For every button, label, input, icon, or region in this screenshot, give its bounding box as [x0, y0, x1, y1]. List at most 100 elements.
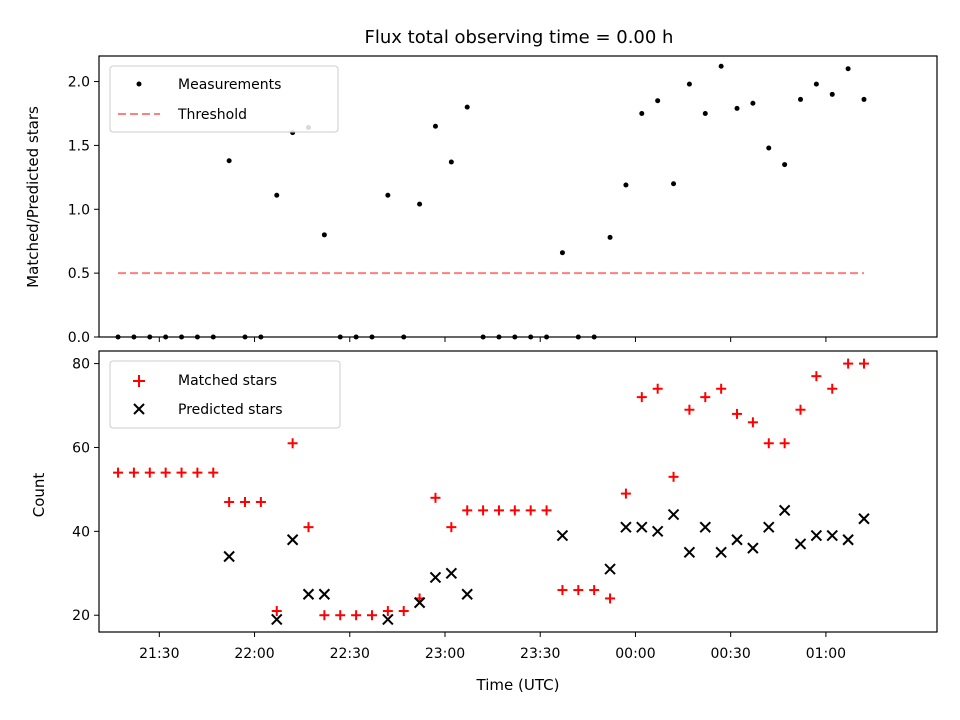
predicted-stars-point: [429, 571, 442, 584]
matched-stars-point: [430, 492, 441, 503]
matched-stars-point: [779, 438, 790, 449]
matched-stars-point: [144, 467, 155, 478]
matched-stars-point: [255, 496, 266, 507]
predicted-stars-point: [683, 546, 696, 559]
chart-title: Flux total observing time = 0.00 h: [365, 27, 674, 48]
matched-stars-point: [668, 471, 679, 482]
y-tick-label: 60: [72, 440, 90, 456]
predicted-stars-point: [620, 521, 632, 533]
measurement-point: [813, 81, 819, 87]
matched-stars-point: [684, 404, 695, 415]
measurement-point: [274, 192, 280, 198]
y-tick-label: 2.0: [68, 75, 90, 91]
legend-measurements-marker: [136, 81, 142, 87]
legend-matched-label: Matched stars: [178, 373, 277, 389]
matched-stars-point: [652, 383, 663, 394]
matched-stars-point: [271, 606, 282, 617]
matched-stars-point: [398, 606, 409, 617]
bottom-plot-area: [113, 358, 870, 626]
matched-stars-point: [732, 408, 743, 419]
matched-stars-point: [493, 505, 504, 516]
measurement-point: [417, 201, 423, 207]
x-axis-label: Time (UTC): [476, 676, 560, 694]
x-tick-label: 22:00: [234, 646, 274, 662]
y-tick-label: 1.5: [68, 138, 90, 154]
measurement-point: [798, 96, 804, 102]
x-tick-label: 23:30: [520, 646, 560, 662]
matched-stars-point: [858, 358, 869, 369]
x-tick-label: 21:30: [139, 646, 179, 662]
top-axes-frame: [98, 55, 938, 338]
predicted-stars-point: [763, 521, 775, 533]
matched-stars-point: [716, 383, 727, 394]
top-plot-area: [115, 63, 867, 340]
bottom-panel: 20 40 60 80 21:30 22:00 22:30 23:00 23:30 00:00 0…: [30, 350, 938, 694]
matched-stars-point: [446, 522, 457, 533]
y-tick-label: 1.0: [68, 202, 90, 218]
predicted-stars-point: [413, 596, 426, 609]
predicted-stars-point: [651, 525, 664, 538]
predicted-stars-point: [715, 546, 727, 559]
predicted-stars-point: [271, 613, 283, 626]
matched-stars-point: [795, 404, 806, 415]
matched-stars-point: [557, 585, 568, 596]
measurement-point: [559, 250, 565, 256]
bottom-legend-box: [109, 360, 341, 429]
measurement-point: [639, 110, 645, 116]
bottom-y-axis-label: Count: [30, 473, 48, 518]
measurement-point: [734, 105, 740, 111]
matched-stars-point: [747, 417, 758, 428]
measurement-point: [385, 192, 391, 198]
predicted-stars-point: [286, 534, 299, 546]
measurement-point: [671, 181, 677, 187]
predicted-stars-point: [556, 529, 569, 542]
matched-stars-point: [192, 467, 203, 478]
bottom-legend: Matched stars Predicted stars: [109, 360, 341, 429]
predicted-stars-point: [636, 521, 648, 533]
matched-stars-point: [843, 358, 854, 369]
matched-stars-point: [589, 585, 600, 596]
matched-stars-point: [478, 505, 489, 516]
y-tick-label: 40: [72, 524, 90, 540]
matched-stars-point: [636, 392, 647, 403]
predicted-stars-point: [445, 567, 458, 579]
bottom-y-axis: 20 40 60 80: [72, 357, 99, 624]
matched-stars-point: [113, 467, 124, 478]
x-tick-label: 22:30: [330, 646, 370, 662]
legend-matched-marker: [133, 375, 145, 387]
measurement-point: [861, 96, 867, 102]
top-y-axis: 0.0 0.5 1.0 1.5 2.0: [68, 75, 99, 346]
x-tick-label: 00:00: [615, 646, 655, 662]
matched-stars-point: [827, 383, 838, 394]
measurement-point: [607, 234, 613, 240]
matched-stars-point: [319, 610, 330, 621]
measurement-point: [321, 232, 327, 238]
legend-threshold-label: Threshold: [177, 107, 247, 123]
top-y-axis-label: Matched/Predicted stars: [24, 106, 42, 288]
matched-stars-point: [240, 496, 251, 507]
x-tick-label: 00:30: [710, 646, 750, 662]
predicted-stars-point: [667, 508, 680, 521]
matched-stars-point: [128, 467, 139, 478]
top-x-ticks: [158, 337, 827, 342]
predicted-stars-point: [826, 529, 838, 542]
measurement-point: [766, 145, 772, 151]
predicted-stars-point: [778, 504, 791, 517]
measurement-point: [226, 158, 232, 164]
top-legend-box: [109, 65, 339, 133]
matched-stars-point: [160, 467, 171, 478]
measurement-point: [686, 81, 692, 87]
matched-stars-point: [509, 505, 520, 516]
measurement-point: [432, 123, 438, 129]
y-tick-label: 20: [72, 608, 90, 624]
matched-stars-point: [462, 505, 473, 516]
predicted-stars-point: [302, 588, 315, 600]
predicted-stars-point: [842, 534, 854, 546]
matched-stars-point: [176, 467, 187, 478]
matched-stars-point: [224, 496, 235, 507]
measurement-point: [448, 159, 454, 165]
measurement-point: [782, 162, 788, 168]
predicted-stars-point: [318, 588, 331, 600]
matched-stars-point: [303, 522, 314, 533]
